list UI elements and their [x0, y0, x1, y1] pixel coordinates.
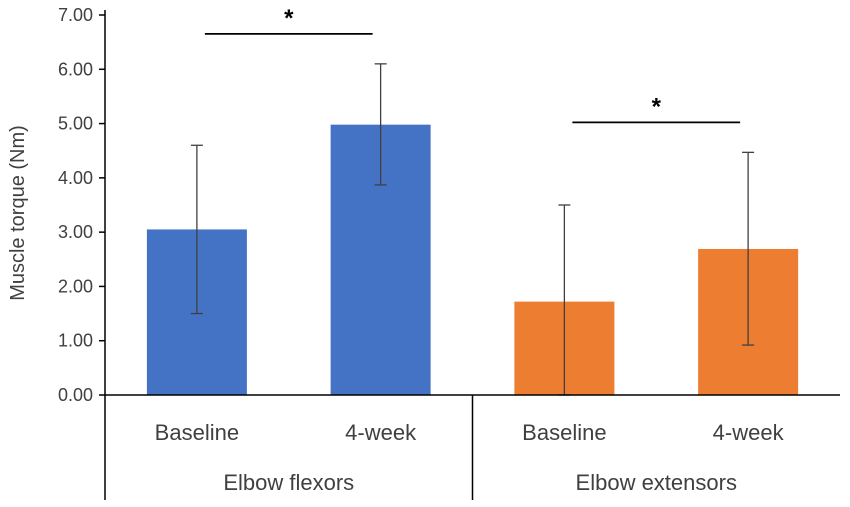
x-group-label: Elbow flexors — [223, 470, 354, 495]
y-tick-label: 1.00 — [58, 331, 93, 351]
x-category-label: 4-week — [713, 420, 785, 445]
significance-marker: * — [652, 93, 662, 120]
y-tick-label: 4.00 — [58, 168, 93, 188]
x-category-label: Baseline — [155, 420, 239, 445]
y-tick-label: 0.00 — [58, 385, 93, 405]
y-axis-title: Muscle torque (Nm) — [7, 125, 29, 301]
x-category-label: 4-week — [345, 420, 417, 445]
x-group-label: Elbow extensors — [576, 470, 737, 495]
y-tick-label: 3.00 — [58, 222, 93, 242]
x-category-label: Baseline — [522, 420, 606, 445]
y-tick-label: 5.00 — [58, 114, 93, 134]
y-tick-label: 7.00 — [58, 5, 93, 25]
y-tick-label: 6.00 — [58, 59, 93, 79]
significance-marker: * — [284, 5, 294, 32]
y-tick-label: 2.00 — [58, 276, 93, 296]
